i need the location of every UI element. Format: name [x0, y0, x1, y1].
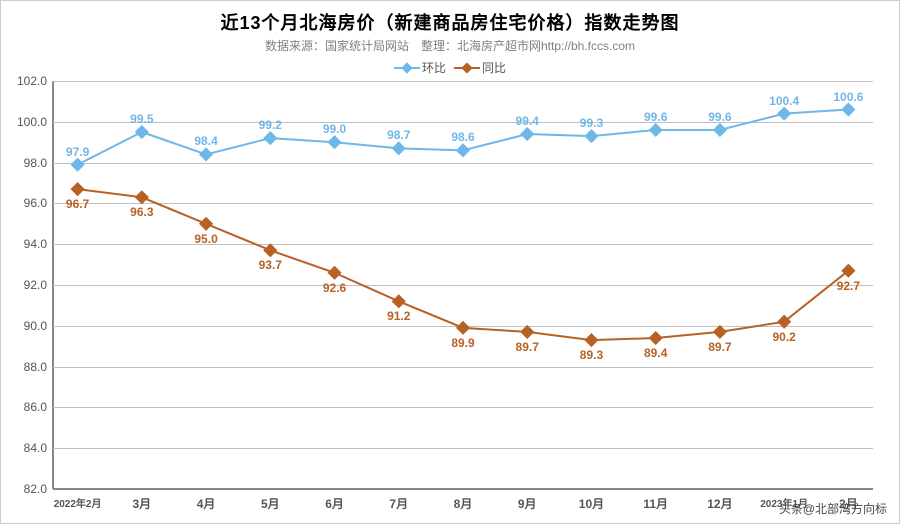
data-label: 96.7 — [66, 197, 89, 211]
y-tick-label: 98.0 — [24, 156, 53, 170]
data-label: 89.7 — [516, 340, 539, 354]
x-tick-label: 7月 — [389, 489, 408, 512]
x-tick-label: 8月 — [454, 489, 473, 512]
y-tick-label: 102.0 — [17, 74, 53, 88]
chart-header: 近13个月北海房价（新建商品房住宅价格）指数走势图 数据来源：国家统计局网站 整… — [1, 9, 899, 54]
y-tick-label: 86.0 — [24, 400, 53, 414]
y-tick-label: 100.0 — [17, 115, 53, 129]
series-同比 — [53, 81, 873, 489]
y-tick-label: 96.0 — [24, 196, 53, 210]
footer-attribution: 头条@北部湾方向标 — [779, 500, 887, 517]
x-tick-label: 3月 — [132, 489, 151, 512]
x-tick-label: 4月 — [197, 489, 216, 512]
x-tick-label: 6月 — [325, 489, 344, 512]
x-tick-label: 5月 — [261, 489, 280, 512]
data-label: 92.6 — [323, 281, 346, 295]
legend-item: 环比 — [394, 59, 446, 76]
x-tick-label: 2022年2月 — [54, 489, 102, 510]
data-label: 89.3 — [580, 348, 603, 362]
chart-container: 近13个月北海房价（新建商品房住宅价格）指数走势图 数据来源：国家统计局网站 整… — [0, 0, 900, 524]
chart-subtitle: 数据来源：国家统计局网站 整理：北海房产超市网http://bh.fccs.co… — [1, 37, 899, 54]
data-label: 89.4 — [644, 346, 667, 360]
y-tick-label: 82.0 — [24, 482, 53, 496]
y-tick-label: 90.0 — [24, 319, 53, 333]
x-tick-label: 9月 — [518, 489, 537, 512]
data-label: 92.7 — [837, 279, 860, 293]
data-label: 95.0 — [194, 232, 217, 246]
y-tick-label: 94.0 — [24, 237, 53, 251]
y-tick-label: 92.0 — [24, 278, 53, 292]
data-label: 90.2 — [772, 330, 795, 344]
legend-item: 同比 — [454, 59, 506, 76]
data-label: 89.7 — [708, 340, 731, 354]
y-tick-label: 84.0 — [24, 441, 53, 455]
legend-label: 环比 — [422, 59, 446, 76]
data-label: 93.7 — [259, 258, 282, 272]
data-label: 89.9 — [451, 336, 474, 350]
x-tick-label: 12月 — [707, 489, 732, 512]
data-label: 96.3 — [130, 205, 153, 219]
chart-plot-area: 82.084.086.088.090.092.094.096.098.0100.… — [53, 81, 873, 489]
chart-legend: 环比 同比 — [1, 59, 899, 76]
chart-title: 近13个月北海房价（新建商品房住宅价格）指数走势图 — [1, 9, 899, 35]
legend-label: 同比 — [482, 59, 506, 76]
data-label: 91.2 — [387, 309, 410, 323]
y-tick-label: 88.0 — [24, 360, 53, 374]
x-tick-label: 11月 — [643, 489, 668, 512]
x-tick-label: 10月 — [579, 489, 604, 512]
